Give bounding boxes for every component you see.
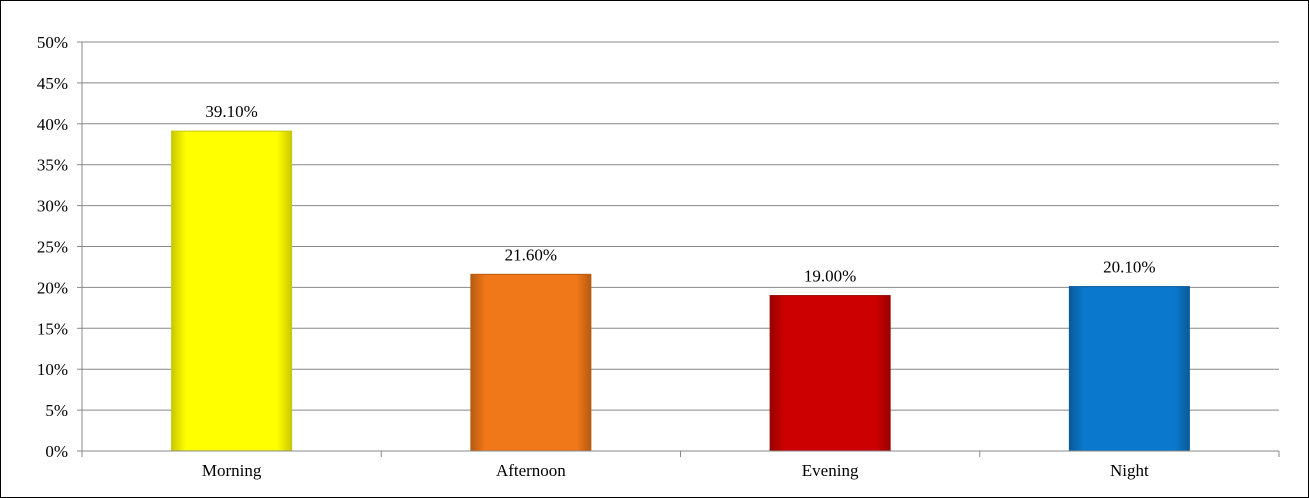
y-tick-label: 30% (37, 197, 68, 216)
data-label-morning: 39.10% (205, 102, 257, 121)
bar-morning (171, 130, 293, 452)
x-tick-label-afternoon: Afternoon (496, 461, 566, 480)
axes (77, 41, 1280, 457)
data-label-night: 20.10% (1103, 258, 1155, 277)
y-tick-label: 40% (37, 115, 68, 134)
y-tick-label: 20% (37, 278, 68, 297)
y-tick-label: 50% (37, 33, 68, 52)
bar-night (1068, 286, 1190, 452)
y-tick-label: 15% (37, 319, 68, 338)
x-tick-label-evening: Evening (802, 461, 859, 480)
x-tick-label-morning: Morning (202, 461, 262, 480)
y-tick-label: 25% (37, 238, 68, 257)
bar-afternoon (470, 273, 592, 452)
bars (171, 130, 1190, 452)
bar-evening (769, 295, 891, 452)
labels: 0% 5% 10% 15% 20% 25% 30% 35% 40% 45% 50% 39.10% Mor… (37, 33, 1156, 480)
y-tick-label: 5% (45, 401, 68, 420)
data-label-afternoon: 21.60% (505, 245, 557, 264)
data-label-evening: 19.00% (804, 267, 856, 286)
y-tick-label: 10% (37, 360, 68, 379)
y-tick-label: 35% (37, 156, 68, 175)
y-tick-label: 45% (37, 74, 68, 93)
y-tick-label: 0% (45, 442, 68, 461)
x-tick-label-night: Night (1110, 461, 1149, 480)
